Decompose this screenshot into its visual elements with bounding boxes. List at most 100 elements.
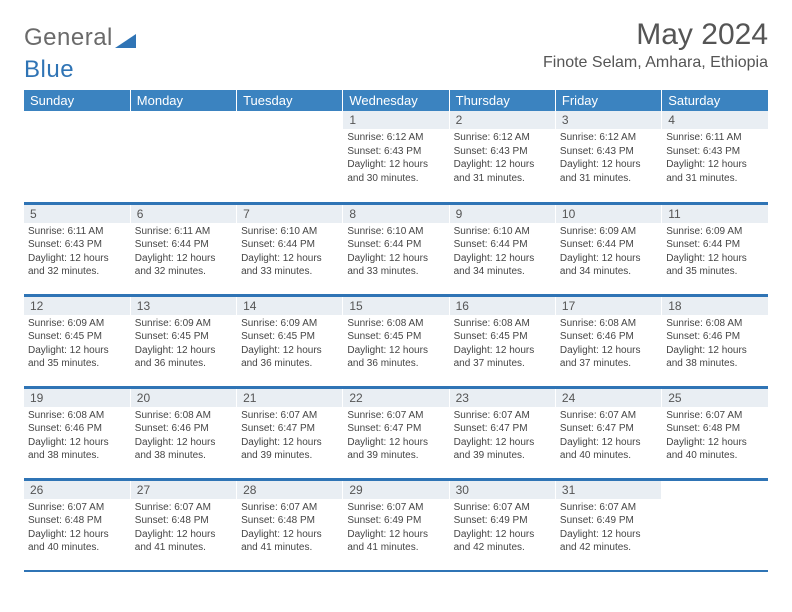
calendar-body: 1Sunrise: 6:12 AMSunset: 6:43 PMDaylight… [24,111,768,571]
day-detail-line: Sunset: 6:48 PM [135,514,232,528]
day-detail-line: Sunset: 6:49 PM [347,514,444,528]
day-details: Sunrise: 6:07 AMSunset: 6:48 PMDaylight:… [131,499,236,557]
day-detail-line: Sunrise: 6:11 AM [666,131,764,145]
calendar-cell: 9Sunrise: 6:10 AMSunset: 6:44 PMDaylight… [449,203,555,295]
day-details: Sunrise: 6:07 AMSunset: 6:49 PMDaylight:… [343,499,448,557]
calendar-cell: 13Sunrise: 6:09 AMSunset: 6:45 PMDayligh… [130,295,236,387]
calendar-cell: 16Sunrise: 6:08 AMSunset: 6:45 PMDayligh… [449,295,555,387]
day-details: Sunrise: 6:07 AMSunset: 6:47 PMDaylight:… [343,407,448,465]
day-detail-line: Daylight: 12 hours and 31 minutes. [666,158,764,185]
calendar-cell: 19Sunrise: 6:08 AMSunset: 6:46 PMDayligh… [24,387,130,479]
calendar-cell: 17Sunrise: 6:08 AMSunset: 6:46 PMDayligh… [555,295,661,387]
day-number: 25 [662,389,768,407]
header-right: May 2024 Finote Selam, Amhara, Ethiopia [543,18,768,72]
day-details: Sunrise: 6:11 AMSunset: 6:43 PMDaylight:… [662,129,768,187]
month-title: May 2024 [543,18,768,52]
day-details: Sunrise: 6:12 AMSunset: 6:43 PMDaylight:… [556,129,661,187]
day-detail-line: Daylight: 12 hours and 42 minutes. [454,528,551,555]
day-detail-line: Daylight: 12 hours and 36 minutes. [241,344,338,371]
calendar-week-row: 5Sunrise: 6:11 AMSunset: 6:43 PMDaylight… [24,203,768,295]
day-details: Sunrise: 6:12 AMSunset: 6:43 PMDaylight:… [450,129,555,187]
day-number: 24 [556,389,661,407]
calendar-cell: 1Sunrise: 6:12 AMSunset: 6:43 PMDaylight… [343,111,449,203]
calendar-cell: 3Sunrise: 6:12 AMSunset: 6:43 PMDaylight… [555,111,661,203]
day-detail-line: Daylight: 12 hours and 38 minutes. [28,436,126,463]
day-number: 1 [343,111,448,129]
calendar-cell: 30Sunrise: 6:07 AMSunset: 6:49 PMDayligh… [449,479,555,571]
calendar-page: General Blue May 2024 Finote Selam, Amha… [0,0,792,572]
day-detail-line: Sunrise: 6:07 AM [135,501,232,515]
day-details: Sunrise: 6:12 AMSunset: 6:43 PMDaylight:… [343,129,448,187]
day-detail-line: Sunrise: 6:07 AM [241,409,338,423]
calendar-cell: 27Sunrise: 6:07 AMSunset: 6:48 PMDayligh… [130,479,236,571]
day-detail-line: Daylight: 12 hours and 36 minutes. [347,344,444,371]
day-details: Sunrise: 6:09 AMSunset: 6:45 PMDaylight:… [237,315,342,373]
calendar-cell: 11Sunrise: 6:09 AMSunset: 6:44 PMDayligh… [662,203,768,295]
day-detail-line: Sunset: 6:44 PM [347,238,444,252]
weekday-header: Friday [555,90,661,111]
calendar-week-row: 19Sunrise: 6:08 AMSunset: 6:46 PMDayligh… [24,387,768,479]
day-detail-line: Daylight: 12 hours and 30 minutes. [347,158,444,185]
day-detail-line: Sunset: 6:43 PM [666,145,764,159]
calendar-cell: 24Sunrise: 6:07 AMSunset: 6:47 PMDayligh… [555,387,661,479]
day-detail-line: Sunset: 6:48 PM [241,514,338,528]
day-number: 23 [450,389,555,407]
day-detail-line: Sunrise: 6:08 AM [560,317,657,331]
day-number: 18 [662,297,768,315]
day-details: Sunrise: 6:07 AMSunset: 6:49 PMDaylight:… [450,499,555,557]
day-detail-line: Sunrise: 6:07 AM [241,501,338,515]
day-detail-line: Sunset: 6:46 PM [560,330,657,344]
day-number [24,111,130,129]
calendar-week-row: 1Sunrise: 6:12 AMSunset: 6:43 PMDaylight… [24,111,768,203]
calendar-week-row: 26Sunrise: 6:07 AMSunset: 6:48 PMDayligh… [24,479,768,571]
day-details: Sunrise: 6:07 AMSunset: 6:49 PMDaylight:… [556,499,661,557]
day-details: Sunrise: 6:09 AMSunset: 6:44 PMDaylight:… [662,223,768,281]
day-detail-line: Sunset: 6:49 PM [454,514,551,528]
day-detail-line: Daylight: 12 hours and 41 minutes. [135,528,232,555]
day-details: Sunrise: 6:11 AMSunset: 6:44 PMDaylight:… [131,223,236,281]
calendar-cell: 23Sunrise: 6:07 AMSunset: 6:47 PMDayligh… [449,387,555,479]
day-detail-line: Daylight: 12 hours and 40 minutes. [666,436,764,463]
day-number: 13 [131,297,236,315]
brand-text: General Blue [24,24,137,84]
calendar-cell: 2Sunrise: 6:12 AMSunset: 6:43 PMDaylight… [449,111,555,203]
calendar-cell: 8Sunrise: 6:10 AMSunset: 6:44 PMDaylight… [343,203,449,295]
day-detail-line: Sunset: 6:46 PM [28,422,126,436]
day-number: 22 [343,389,448,407]
day-number: 28 [237,481,342,499]
day-details: Sunrise: 6:07 AMSunset: 6:47 PMDaylight:… [237,407,342,465]
weekday-header: Wednesday [343,90,449,111]
day-detail-line: Sunrise: 6:12 AM [454,131,551,145]
day-number: 11 [662,205,768,223]
day-detail-line: Sunrise: 6:08 AM [454,317,551,331]
day-detail-line: Daylight: 12 hours and 35 minutes. [666,252,764,279]
day-detail-line: Daylight: 12 hours and 39 minutes. [454,436,551,463]
weekday-header: Saturday [662,90,768,111]
calendar-cell: 7Sunrise: 6:10 AMSunset: 6:44 PMDaylight… [237,203,343,295]
day-detail-line: Daylight: 12 hours and 40 minutes. [28,528,126,555]
day-detail-line: Sunset: 6:43 PM [560,145,657,159]
brand-part1: General [24,24,113,51]
day-number: 9 [450,205,555,223]
calendar-cell: 26Sunrise: 6:07 AMSunset: 6:48 PMDayligh… [24,479,130,571]
day-detail-line: Sunrise: 6:07 AM [347,501,444,515]
calendar-cell: 5Sunrise: 6:11 AMSunset: 6:43 PMDaylight… [24,203,130,295]
day-detail-line: Sunrise: 6:08 AM [666,317,764,331]
calendar-cell: 18Sunrise: 6:08 AMSunset: 6:46 PMDayligh… [662,295,768,387]
calendar-cell [24,111,130,203]
day-detail-line: Sunrise: 6:12 AM [560,131,657,145]
day-details: Sunrise: 6:07 AMSunset: 6:47 PMDaylight:… [556,407,661,465]
day-details: Sunrise: 6:07 AMSunset: 6:48 PMDaylight:… [662,407,768,465]
weekday-header: Tuesday [237,90,343,111]
day-detail-line: Sunrise: 6:08 AM [135,409,232,423]
calendar-cell: 15Sunrise: 6:08 AMSunset: 6:45 PMDayligh… [343,295,449,387]
day-detail-line: Sunset: 6:43 PM [347,145,444,159]
day-detail-line: Sunrise: 6:09 AM [241,317,338,331]
day-detail-line: Daylight: 12 hours and 41 minutes. [241,528,338,555]
day-number [662,481,768,499]
day-detail-line: Daylight: 12 hours and 31 minutes. [454,158,551,185]
page-header: General Blue May 2024 Finote Selam, Amha… [24,18,768,84]
calendar-cell: 25Sunrise: 6:07 AMSunset: 6:48 PMDayligh… [662,387,768,479]
day-detail-line: Sunset: 6:43 PM [454,145,551,159]
day-detail-line: Daylight: 12 hours and 31 minutes. [560,158,657,185]
